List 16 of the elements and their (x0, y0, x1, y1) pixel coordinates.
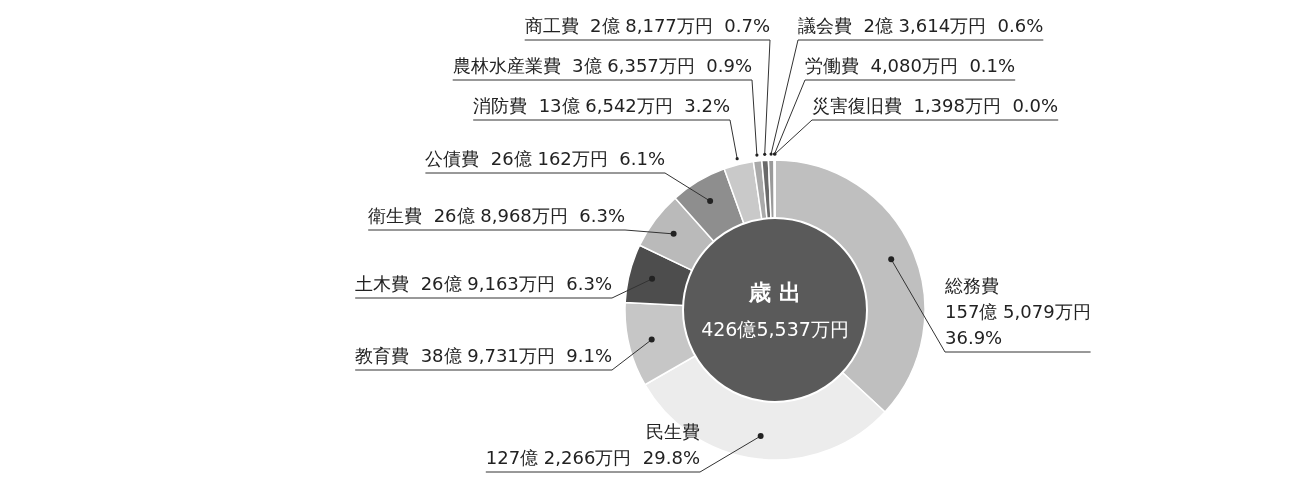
slice-label: 民生費 (646, 421, 700, 442)
slice-label: 労働費 4,080万円 0.1% (805, 55, 1016, 76)
category-label: 災害復旧費 1,398万円 0.0% (812, 95, 1059, 116)
text: 歳 出 (748, 280, 801, 305)
slice-label: 商工費 2億 8,177万円 0.7% (524, 15, 770, 36)
slice-label: 議会費 2億 3,614万円 0.6% (798, 15, 1044, 36)
slice-label: 農林水産業費 3億 6,357万円 0.9% (452, 55, 752, 76)
slice-label: 総務費 (944, 275, 999, 296)
slice-label: 消防費 13億 6,542万円 3.2% (473, 95, 730, 116)
data-label: 127億 2,266万円 29.8% (485, 447, 700, 468)
slice-label: 教育費 38億 9,731万円 9.1% (355, 345, 612, 366)
slice-label: 土木費 26億 9,163万円 6.3% (355, 273, 612, 294)
slice-label: 衛生費 26億 8,968万円 6.3% (368, 205, 625, 226)
data-label: 157億 5,079万円 36.9% (945, 301, 1091, 348)
slice-label: 公債費 26億 162万円 6.1% (425, 148, 665, 169)
text: 426億5,537万円 (701, 318, 849, 340)
